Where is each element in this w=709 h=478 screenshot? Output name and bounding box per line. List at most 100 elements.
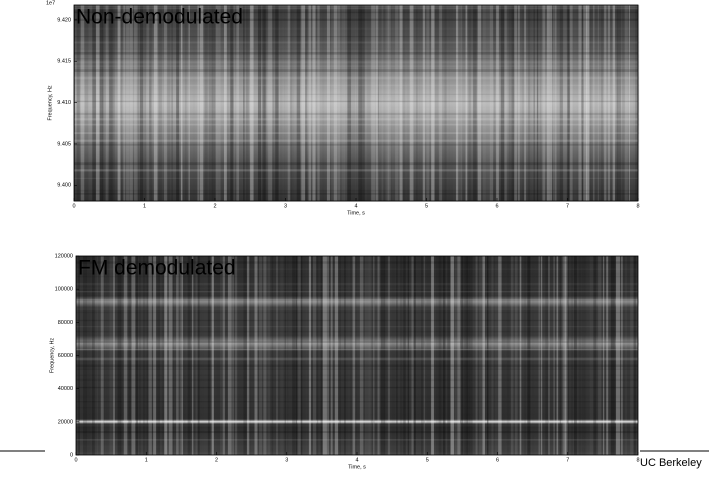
- texture: [135, 256, 139, 455]
- texture: [619, 5, 621, 201]
- texture: [74, 177, 638, 179]
- texture: [317, 256, 319, 455]
- texture: [468, 256, 473, 455]
- texture: [524, 256, 526, 455]
- texture: [477, 5, 482, 201]
- texture: [387, 256, 391, 455]
- texture: [377, 256, 380, 455]
- texture: [176, 256, 179, 455]
- texture: [571, 256, 573, 455]
- texture: [496, 5, 499, 201]
- texture: [153, 5, 158, 201]
- texture: [74, 69, 638, 72]
- texture: [419, 5, 420, 201]
- texture: [431, 5, 435, 201]
- texture: [264, 5, 267, 201]
- texture: [434, 5, 439, 201]
- texture: [76, 261, 638, 264]
- texture: [128, 256, 132, 455]
- texture: [279, 5, 283, 201]
- texture: [111, 5, 115, 201]
- texture: [74, 112, 638, 115]
- texture: [232, 5, 236, 201]
- texture: [179, 256, 183, 455]
- texture: [363, 5, 366, 201]
- texture: [95, 5, 100, 201]
- texture: [272, 5, 275, 201]
- texture: [292, 5, 294, 201]
- x-tick-label: 4: [354, 203, 357, 209]
- texture: [139, 5, 144, 201]
- texture: [76, 386, 638, 389]
- texture: [225, 256, 228, 455]
- texture: [146, 5, 151, 201]
- texture: [74, 18, 638, 21]
- texture: [399, 5, 403, 201]
- texture: [243, 256, 247, 455]
- texture: [438, 256, 442, 455]
- texture: [76, 413, 638, 416]
- texture: [296, 5, 301, 201]
- texture: [158, 5, 162, 201]
- y-tick-label: 9.415: [57, 59, 71, 65]
- texture: [569, 5, 573, 201]
- texture: [74, 139, 638, 142]
- footer: UC Berkeley: [640, 457, 702, 469]
- texture: [92, 5, 97, 201]
- texture: [76, 401, 638, 403]
- texture: [292, 256, 295, 455]
- x-tick-label: 0: [74, 457, 77, 463]
- texture: [491, 256, 494, 455]
- texture: [444, 5, 447, 201]
- texture: [402, 5, 406, 201]
- texture: [351, 5, 356, 201]
- texture: [573, 256, 577, 455]
- texture: [287, 5, 291, 201]
- spectrogram-image: [74, 5, 638, 201]
- y-tick-label: 9.420: [57, 17, 71, 23]
- texture: [352, 256, 356, 455]
- texture: [460, 256, 464, 455]
- texture: [136, 5, 140, 201]
- texture: [76, 407, 638, 409]
- texture: [162, 256, 166, 455]
- texture: [442, 256, 446, 455]
- texture: [422, 5, 426, 201]
- texture: [381, 5, 384, 201]
- texture: [74, 185, 638, 186]
- x-tick-label: 1: [143, 203, 146, 209]
- y-tick-label: 100000: [55, 287, 73, 293]
- texture: [385, 5, 389, 201]
- texture: [76, 311, 638, 314]
- texture: [76, 5, 80, 201]
- x-tick-label: 6: [495, 203, 498, 209]
- texture: [223, 5, 227, 201]
- texture: [622, 5, 626, 201]
- texture: [508, 5, 512, 201]
- texture: [630, 256, 634, 455]
- texture: [120, 256, 123, 455]
- texture: [232, 256, 234, 455]
- texture: [197, 5, 199, 201]
- texture: [320, 256, 323, 455]
- texture: [220, 256, 223, 455]
- y-axis-label: Frequency, Hz: [47, 85, 53, 121]
- texture: [485, 5, 490, 201]
- texture: [598, 256, 602, 455]
- texture: [628, 5, 630, 201]
- texture: [337, 5, 341, 201]
- texture: [578, 256, 582, 455]
- texture: [384, 256, 387, 455]
- texture: [344, 256, 346, 455]
- texture: [356, 5, 358, 201]
- texture: [370, 256, 375, 455]
- texture: [109, 5, 113, 201]
- texture: [334, 256, 339, 455]
- x-tick-label: 7: [566, 457, 569, 463]
- texture: [563, 5, 567, 201]
- texture: [74, 65, 638, 67]
- texture: [527, 256, 531, 455]
- texture: [521, 5, 525, 201]
- texture: [83, 256, 87, 455]
- texture: [589, 5, 592, 201]
